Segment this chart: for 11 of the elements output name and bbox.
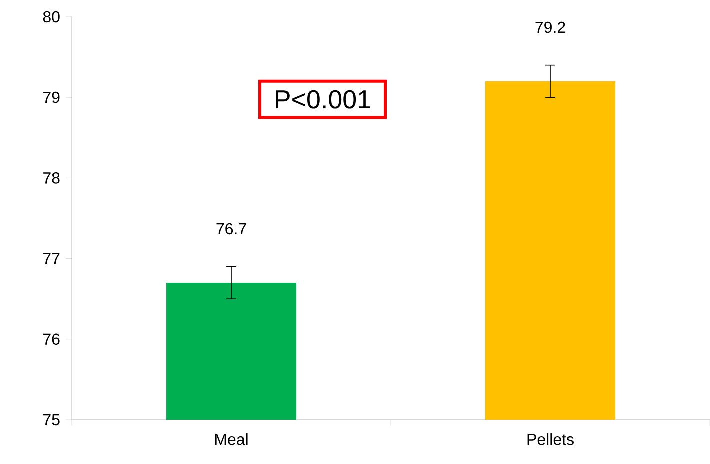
x-tick-label: Meal xyxy=(215,434,248,446)
x-tick-label: Pellets xyxy=(528,434,574,446)
data-label: 76.7 xyxy=(216,223,246,235)
annotation: P<0.001 xyxy=(276,90,370,109)
y-tick-label: 78 xyxy=(44,172,60,184)
y-tick-label: 76 xyxy=(44,334,60,346)
y-tick-label: 80 xyxy=(43,11,60,23)
y-tick-label: 75 xyxy=(44,414,60,426)
data-label: 79.2 xyxy=(536,22,566,34)
y-tick-label: 79 xyxy=(44,92,60,104)
y-tick-label: 77 xyxy=(44,253,60,264)
